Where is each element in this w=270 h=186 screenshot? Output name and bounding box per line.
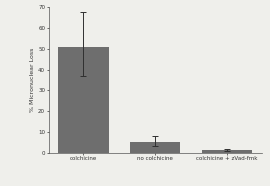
Bar: [202, 150, 252, 153]
Y-axis label: % Micronuclear Loss: % Micronuclear Loss: [30, 48, 35, 112]
Bar: [58, 47, 109, 153]
Bar: [130, 142, 180, 153]
